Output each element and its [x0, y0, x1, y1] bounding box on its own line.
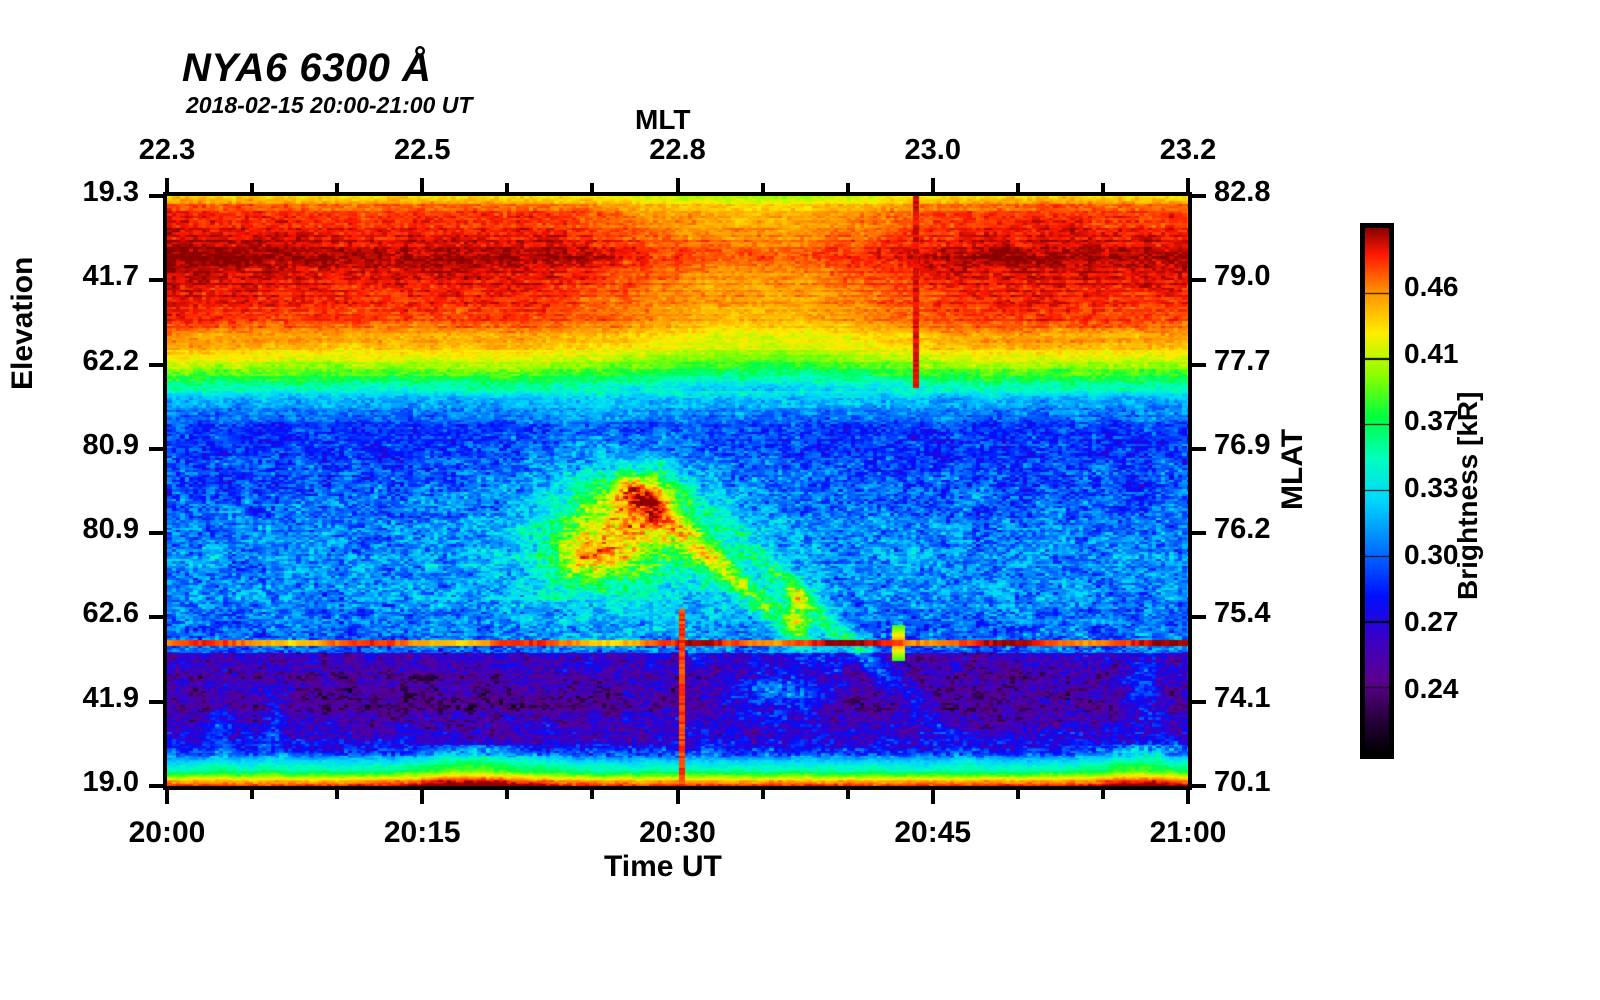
mlt-tick-minor [1015, 183, 1020, 196]
colorbar-tick-label: 0.37 [1404, 405, 1459, 436]
elevation-tick [149, 699, 167, 704]
mlat-tick [1188, 784, 1206, 788]
mlt-tick-major [165, 178, 169, 196]
time-tick-minor [335, 786, 340, 799]
elevation-tick [149, 784, 167, 788]
time-tick-label: 20:00 [128, 816, 206, 849]
colorbar-tick-label: 0.24 [1404, 673, 1459, 704]
mlat-tick [1188, 278, 1206, 283]
mlat-tick-label: 82.8 [1214, 176, 1271, 208]
time-tick-label: 21:00 [1149, 816, 1227, 849]
time-tick-major [1186, 786, 1190, 804]
mlt-tick-label: 22.3 [138, 134, 196, 166]
mlt-axis-title: MLT [635, 104, 691, 135]
elevation-tick-label: 80.9 [82, 513, 139, 546]
mlat-tick-label: 70.1 [1214, 766, 1271, 798]
colorbar-tick-label: 0.27 [1404, 606, 1459, 637]
mlt-tick-major [1186, 178, 1190, 196]
mlat-tick-label: 77.7 [1214, 344, 1271, 377]
mlt-tick-minor [1100, 183, 1105, 196]
mlat-tick-label: 76.2 [1214, 513, 1271, 546]
mlat-tick [1188, 446, 1206, 451]
mlat-tick [1188, 615, 1206, 620]
elevation-tick-label: 19.3 [82, 176, 139, 208]
mlat-tick [1188, 531, 1206, 536]
mlat-tick-label: 74.1 [1214, 681, 1271, 714]
time-tick-minor [590, 786, 595, 799]
time-tick-major [675, 786, 680, 804]
colorbar-tick-label: 0.30 [1404, 539, 1459, 570]
time-tick-minor [845, 786, 850, 799]
page-title: NYA6 6300 Å [182, 46, 432, 90]
mlt-tick-minor [250, 183, 255, 196]
colorbar-tick-label: 0.46 [1404, 271, 1459, 302]
mlt-tick-minor [335, 183, 340, 196]
time-axis-title: Time UT [604, 850, 722, 883]
time-tick-major [420, 786, 425, 804]
time-tick-label: 20:30 [639, 816, 716, 849]
mlat-tick [1188, 699, 1206, 704]
mlat-tick-label: 79.0 [1214, 260, 1271, 293]
elevation-tick-label: 80.9 [82, 428, 139, 461]
time-tick-minor [760, 786, 765, 799]
mlt-tick-major [930, 178, 935, 196]
mlat-tick-label: 76.9 [1214, 428, 1271, 461]
mlat-tick [1188, 194, 1206, 198]
time-tick-label: 20:15 [383, 816, 461, 849]
colorbar [1360, 223, 1394, 759]
elevation-tick [149, 278, 167, 283]
elevation-tick-label: 62.6 [82, 597, 139, 630]
time-tick-minor [1100, 786, 1105, 799]
colorbar-gradient [1365, 228, 1389, 754]
time-tick-major [930, 786, 935, 804]
mlat-tick [1188, 362, 1206, 367]
colorbar-tick-label: 0.41 [1404, 338, 1459, 369]
elevation-tick [149, 531, 167, 536]
mlt-tick-label: 22.8 [649, 134, 706, 166]
mlt-tick-minor [760, 183, 765, 196]
mlt-tick-label: 22.5 [394, 134, 451, 166]
time-tick-label: 20:45 [894, 816, 972, 849]
mlt-tick-major [420, 178, 425, 196]
elevation-tick [149, 194, 167, 198]
elevation-tick-label: 62.2 [82, 344, 139, 377]
mlt-tick-minor [845, 183, 850, 196]
time-tick-major [165, 786, 169, 804]
mlt-tick-minor [505, 183, 510, 196]
mlt-tick-label: 23.0 [904, 134, 961, 166]
mlat-tick-label: 75.4 [1214, 597, 1271, 630]
elevation-tick [149, 615, 167, 620]
time-tick-minor [1015, 786, 1020, 799]
elevation-tick-label: 41.9 [82, 681, 139, 714]
keogram-image [167, 196, 1188, 786]
elevation-tick-label: 19.0 [82, 766, 139, 798]
mlt-tick-label: 23.2 [1159, 134, 1217, 166]
mlt-tick-major [675, 178, 680, 196]
elevation-tick [149, 446, 167, 451]
elevation-tick-label: 41.7 [82, 260, 139, 293]
keogram-plot-area [167, 196, 1188, 786]
page-subtitle: 2018-02-15 20:00-21:00 UT [186, 92, 473, 118]
colorbar-tick-label: 0.33 [1404, 472, 1459, 503]
mlt-tick-minor [590, 183, 595, 196]
elevation-tick [149, 362, 167, 367]
time-tick-minor [250, 786, 255, 799]
time-tick-minor [505, 786, 510, 799]
